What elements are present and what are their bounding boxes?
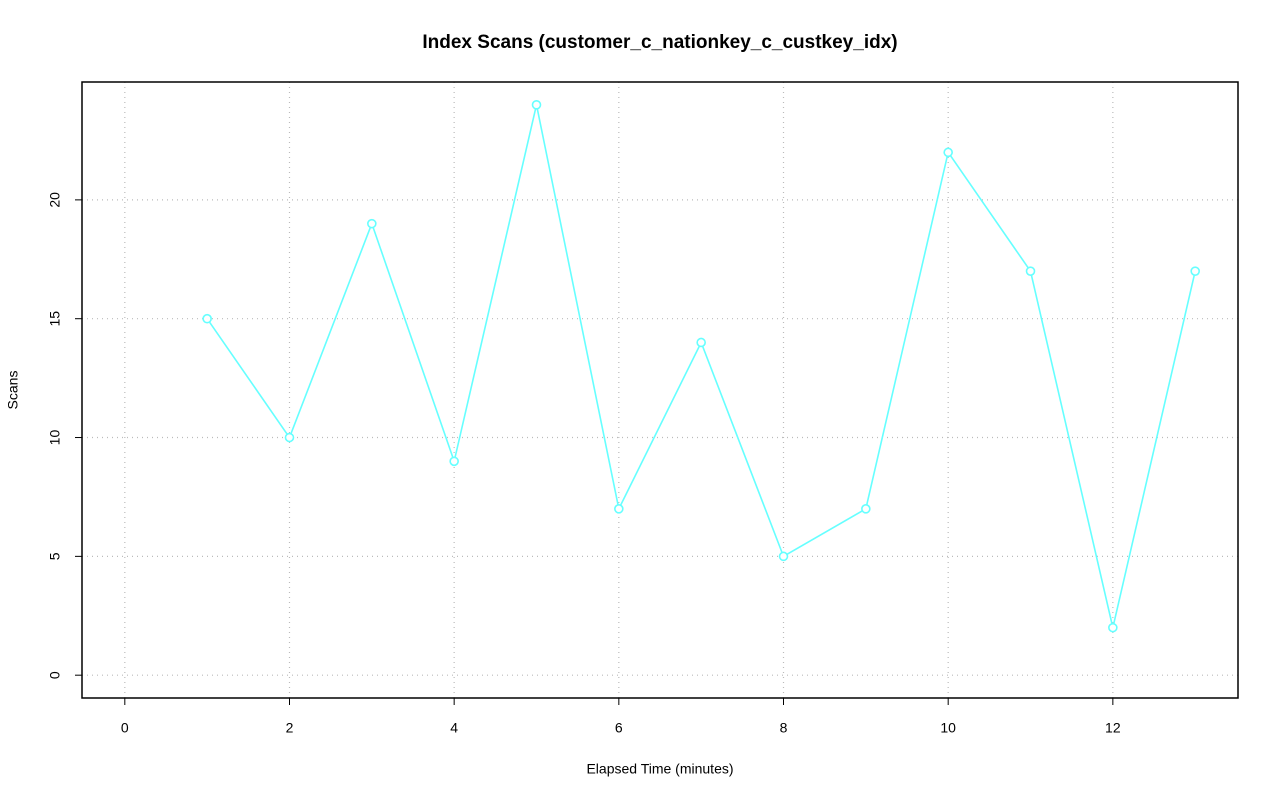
x-tick-label: 4 [450, 720, 458, 736]
x-tick-label: 2 [286, 720, 294, 736]
x-tick-label: 6 [615, 720, 623, 736]
y-tick-label: 0 [47, 671, 63, 679]
data-point [1108, 622, 1118, 633]
x-tick-label: 0 [121, 720, 129, 736]
data-point [696, 337, 706, 348]
data-point [1025, 266, 1036, 276]
series-line [206, 104, 1196, 628]
x-tick-label: 8 [780, 720, 788, 736]
y-tick-label: 10 [47, 430, 63, 446]
data-point [367, 218, 377, 229]
data-point [614, 504, 624, 514]
data-point [778, 551, 789, 562]
data-point [284, 432, 295, 443]
y-tick-label: 20 [47, 192, 63, 208]
x-axis-label: Elapsed Time (minutes) [586, 761, 733, 777]
data-point [531, 100, 542, 110]
data-point [449, 456, 459, 467]
x-tick-label: 10 [940, 720, 956, 736]
y-tick-label: 5 [47, 552, 63, 560]
x-tick-label: 12 [1105, 720, 1121, 736]
chart-title: Index Scans (customer_c_nationkey_c_cust… [422, 32, 897, 53]
data-point [202, 313, 212, 324]
y-tick-label: 15 [47, 311, 63, 327]
data-point [861, 504, 871, 514]
plot-frame [81, 81, 1239, 699]
data-point [943, 147, 953, 158]
y-axis-label: Scans [5, 371, 21, 410]
data-point [1190, 266, 1200, 276]
